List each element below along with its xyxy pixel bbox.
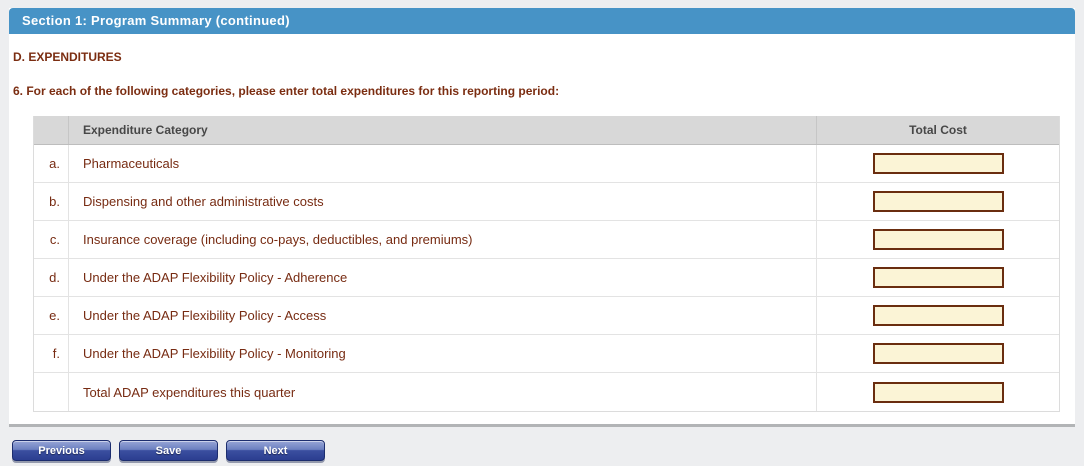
- row-cost-cell: [817, 373, 1059, 411]
- section-heading: D. EXPENDITURES: [13, 50, 122, 64]
- total-cost-column-header: Total Cost: [909, 123, 967, 137]
- page-title: Section 1: Program Summary (continued): [22, 13, 290, 28]
- table-row: b. Dispensing and other administrative c…: [34, 183, 1059, 221]
- total-cost-input[interactable]: [872, 191, 1004, 212]
- row-category-label: Under the ADAP Flexibility Policy - Acce…: [69, 297, 817, 334]
- row-letter: d.: [34, 259, 69, 296]
- row-cost-cell: [817, 221, 1059, 258]
- row-letter: e.: [34, 297, 69, 334]
- row-category-label: Pharmaceuticals: [69, 145, 817, 182]
- row-cost-cell: [817, 183, 1059, 220]
- row-category-label: Dispensing and other administrative cost…: [69, 183, 817, 220]
- table-row: a. Pharmaceuticals: [34, 145, 1059, 183]
- row-category-label: Under the ADAP Flexibility Policy - Adhe…: [69, 259, 817, 296]
- table-row: Total ADAP expenditures this quarter: [34, 373, 1059, 411]
- table-row: e. Under the ADAP Flexibility Policy - A…: [34, 297, 1059, 335]
- expenditures-table: Expenditure Category Total Cost a. Pharm…: [33, 116, 1060, 412]
- previous-button[interactable]: Previous: [12, 440, 111, 461]
- section-title-bar: Section 1: Program Summary (continued): [9, 8, 1075, 34]
- next-button[interactable]: Next: [226, 440, 325, 461]
- table-header-row: Expenditure Category Total Cost: [34, 116, 1059, 145]
- total-cost-input[interactable]: [872, 305, 1004, 326]
- navigation-button-bar: Previous Save Next: [12, 440, 325, 461]
- row-letter: a.: [34, 145, 69, 182]
- total-cost-input[interactable]: [872, 229, 1004, 250]
- save-button[interactable]: Save: [119, 440, 218, 461]
- table-row: c. Insurance coverage (including co-pays…: [34, 221, 1059, 259]
- row-category-label: Under the ADAP Flexibility Policy - Moni…: [69, 335, 817, 372]
- total-cost-input[interactable]: [872, 153, 1004, 174]
- letter-column-header: [34, 116, 69, 144]
- row-letter: f.: [34, 335, 69, 372]
- row-letter: c.: [34, 221, 69, 258]
- row-cost-cell: [817, 145, 1059, 182]
- total-cost-input[interactable]: [872, 267, 1004, 288]
- question-text: 6. For each of the following categories,…: [13, 84, 560, 98]
- row-letter: [34, 373, 69, 411]
- form-panel: Section 1: Program Summary (continued) D…: [9, 8, 1075, 427]
- row-category-label: Insurance coverage (including co-pays, d…: [69, 221, 817, 258]
- row-category-label: Total ADAP expenditures this quarter: [69, 373, 817, 411]
- total-cost-input[interactable]: [872, 381, 1004, 403]
- row-cost-cell: [817, 335, 1059, 372]
- expenditure-table-body: a. Pharmaceuticals b. Dispensing and oth…: [34, 145, 1059, 411]
- row-cost-cell: [817, 297, 1059, 334]
- row-cost-cell: [817, 259, 1059, 296]
- total-cost-input[interactable]: [872, 343, 1004, 364]
- table-row: d. Under the ADAP Flexibility Policy - A…: [34, 259, 1059, 297]
- category-column-header: Expenditure Category: [69, 116, 817, 144]
- row-letter: b.: [34, 183, 69, 220]
- table-row: f. Under the ADAP Flexibility Policy - M…: [34, 335, 1059, 373]
